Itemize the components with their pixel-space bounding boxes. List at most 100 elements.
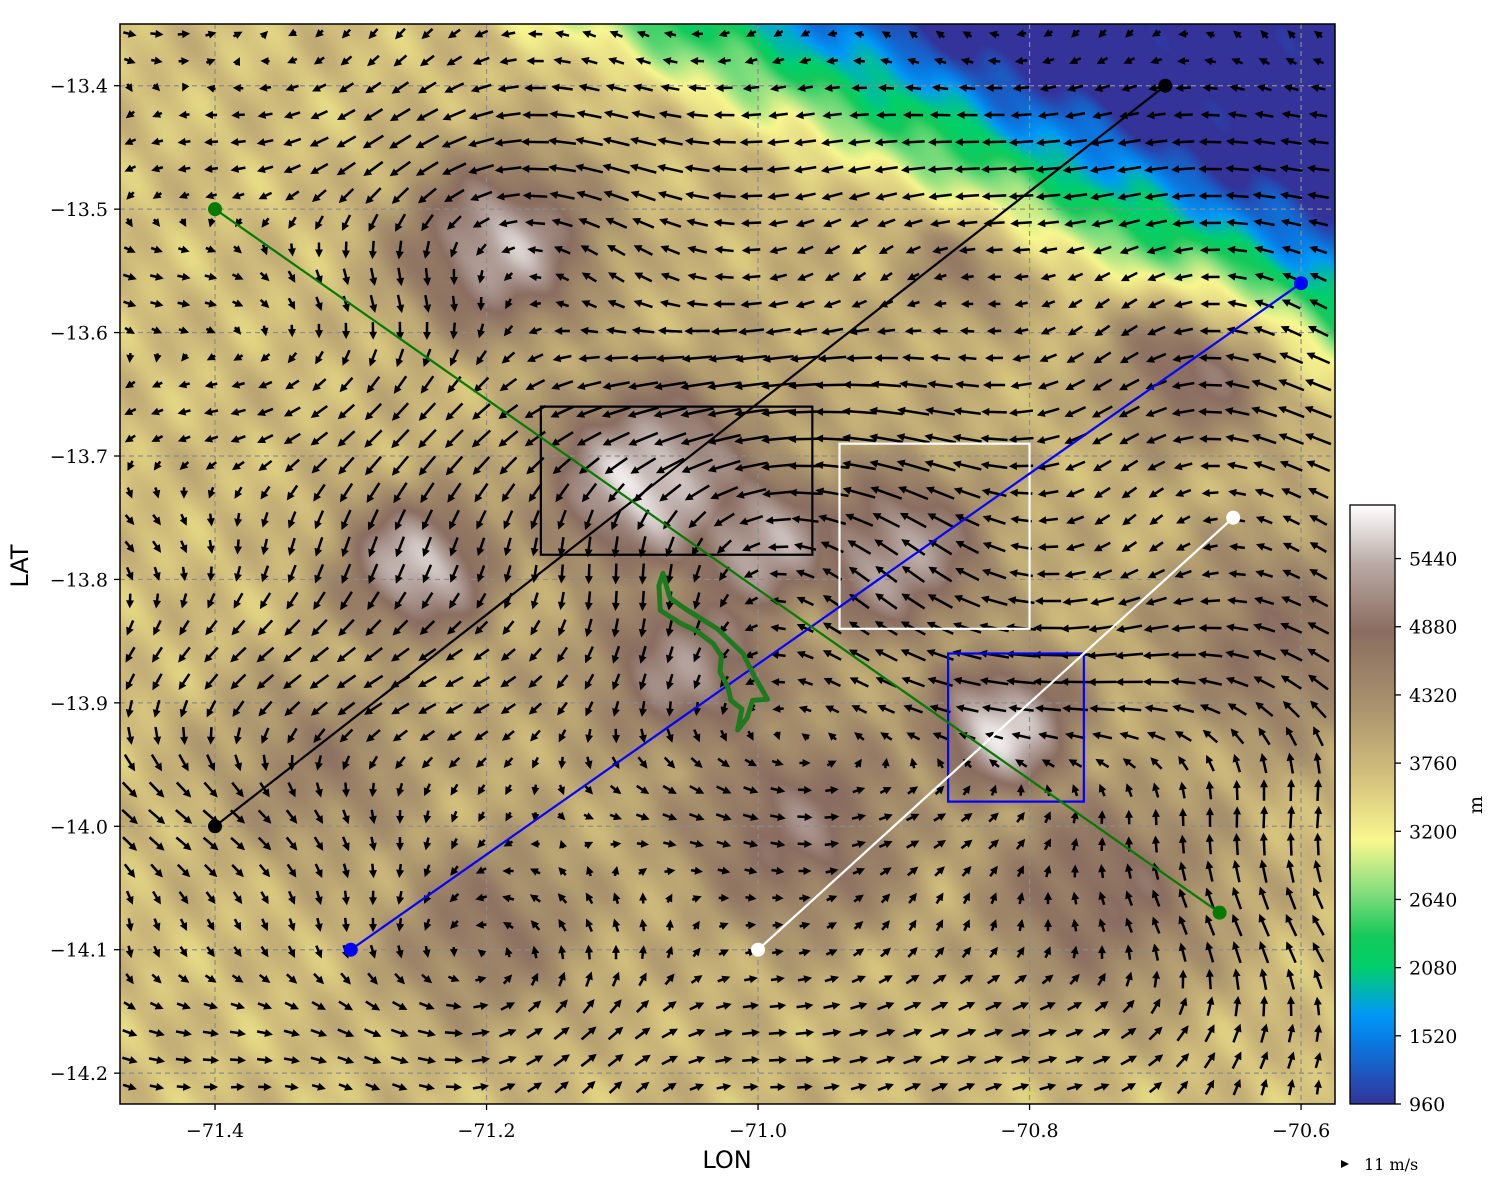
- wind-arrow: [903, 219, 923, 228]
- wind-arrow-head: [707, 464, 717, 473]
- wind-arrow-head: [845, 354, 854, 363]
- wind-arrow-shaft: [722, 593, 730, 603]
- wind-arrow-head: [127, 299, 137, 308]
- wind-arrow-head: [693, 680, 701, 690]
- wind-arrow-shaft: [554, 166, 577, 173]
- wind-arrow-head: [802, 894, 811, 903]
- wind-arrow-head: [1285, 914, 1293, 924]
- wind-arrow-shaft: [1125, 111, 1140, 117]
- wind-arrow-shaft: [452, 756, 461, 765]
- wind-arrow-shaft: [261, 619, 274, 632]
- wind-arrow-head: [1147, 300, 1157, 309]
- wind-arrow-head: [336, 167, 346, 176]
- wind-arrow: [445, 703, 464, 714]
- wind-arrow: [314, 917, 323, 932]
- wind-arrow-head: [655, 466, 665, 474]
- wind-arrow-head: [928, 138, 937, 147]
- wind-arrow-shaft: [687, 432, 714, 444]
- wind-arrow-shaft: [371, 54, 380, 63]
- wind-arrow-shaft: [614, 563, 618, 578]
- wind-arrow: [1013, 272, 1029, 281]
- wind-arrow-shaft: [961, 167, 980, 171]
- wind-arrow: [1253, 623, 1276, 633]
- wind-arrow-shaft: [1231, 679, 1249, 688]
- wind-arrow-shaft: [881, 165, 898, 171]
- wind-arrow-shaft: [451, 215, 462, 226]
- wind-arrow: [284, 701, 301, 717]
- wind-arrow: [1198, 434, 1222, 443]
- wind-arrow-shaft: [1094, 1004, 1104, 1012]
- wind-arrow-shaft: [289, 164, 301, 172]
- wind-arrow: [665, 646, 674, 664]
- wind-arrow: [851, 840, 866, 849]
- wind-arrow: [312, 378, 327, 391]
- wind-arrow: [1145, 596, 1167, 606]
- wind-arrow-shaft: [716, 785, 726, 792]
- wind-arrow: [605, 83, 627, 92]
- wind-arrow-shaft: [1125, 459, 1139, 469]
- wind-arrow-shaft: [859, 59, 866, 63]
- wind-arrow-head: [336, 680, 346, 689]
- wind-arrow: [1012, 84, 1030, 93]
- wind-arrow-head: [530, 920, 539, 929]
- wind-arrow-shaft: [286, 863, 294, 873]
- wind-arrow-head: [657, 326, 667, 335]
- wind-arrow-shaft: [667, 536, 675, 551]
- wind-arrow-head: [1125, 783, 1134, 793]
- wind-arrow: [1309, 569, 1328, 581]
- wind-arrow: [897, 406, 930, 416]
- wind-arrow: [869, 433, 903, 444]
- wind-arrow: [1012, 246, 1030, 255]
- wind-arrow: [734, 408, 769, 418]
- wind-arrow-shaft: [803, 680, 814, 686]
- wind-arrow-shaft: [1153, 977, 1158, 988]
- wind-arrow-shaft: [450, 82, 465, 91]
- wind-arrow-shaft: [960, 842, 968, 850]
- wind-arrow-shaft: [317, 755, 323, 765]
- wind-arrow: [502, 620, 515, 635]
- wind-arrow-head: [287, 574, 296, 583]
- wind-arrow-head: [395, 574, 403, 584]
- wind-arrow: [879, 787, 892, 795]
- wind-arrow-head: [364, 411, 374, 421]
- wind-arrow: [1205, 887, 1215, 909]
- wind-arrow: [904, 1001, 922, 1011]
- wind-arrow-head: [761, 408, 770, 417]
- wind-arrow: [342, 268, 350, 286]
- wind-arrow: [713, 512, 735, 527]
- wind-arrow-head: [445, 412, 454, 421]
- wind-arrow-head: [368, 357, 377, 367]
- wind-arrow-head: [1071, 784, 1080, 793]
- wind-arrow: [928, 138, 953, 147]
- wind-arrow-shaft: [123, 754, 133, 766]
- wind-arrow-shaft: [1122, 624, 1143, 631]
- wind-arrow-head: [474, 732, 484, 741]
- wind-arrow-head: [179, 544, 188, 554]
- wind-arrow-head: [521, 164, 530, 173]
- wind-arrow-shaft: [263, 407, 274, 414]
- wind-arrow: [476, 537, 486, 557]
- wind-arrow: [1306, 352, 1331, 365]
- wind-arrow-shaft: [148, 836, 161, 847]
- wind-arrow-head: [750, 1002, 760, 1010]
- wind-arrow-head: [285, 192, 295, 201]
- wind-arrow-shaft: [287, 297, 293, 305]
- wind-arrow: [368, 563, 379, 584]
- wind-arrow-shaft: [1260, 274, 1274, 282]
- wind-arrow-shaft: [527, 1004, 537, 1013]
- wind-arrow-head: [603, 190, 613, 199]
- wind-arrow: [874, 539, 899, 556]
- wind-arrow: [799, 56, 812, 65]
- wind-arrow: [554, 326, 570, 335]
- wind-arrow-head: [788, 435, 797, 444]
- wind-arrow-head: [960, 272, 969, 281]
- wind-arrow-head: [1280, 325, 1290, 334]
- wind-arrow: [585, 701, 594, 717]
- wind-arrow: [260, 325, 269, 337]
- wind-arrow: [341, 836, 350, 852]
- wind-arrow-head: [1151, 889, 1160, 899]
- wind-arrow: [475, 893, 488, 902]
- wind-arrow: [472, 56, 490, 66]
- wind-arrow-head: [448, 599, 457, 609]
- wind-arrow-shaft: [341, 674, 357, 686]
